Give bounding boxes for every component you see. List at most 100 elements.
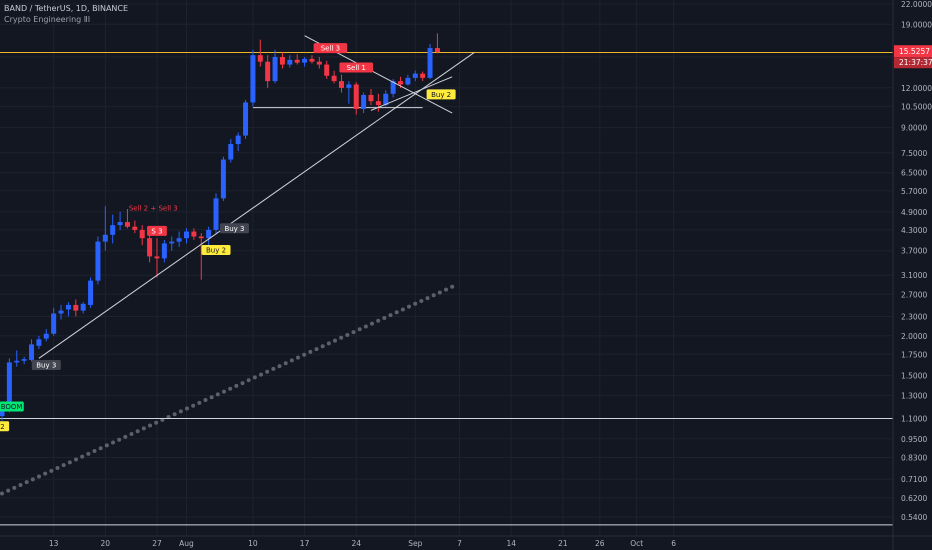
candle-body xyxy=(354,84,359,109)
indicator-dot xyxy=(80,455,84,459)
indicator-dot xyxy=(56,466,60,470)
candle-body xyxy=(29,344,34,360)
candle-body xyxy=(51,314,56,334)
candle-body xyxy=(361,95,366,109)
time-tick-label: Sep xyxy=(408,539,422,548)
indicator-dot xyxy=(117,438,121,442)
indicator-dot xyxy=(321,344,325,348)
signal-label: Sell 3 xyxy=(321,45,340,53)
candle-body xyxy=(214,198,219,230)
price-tick-label: 3.1000 xyxy=(901,271,927,280)
candle-body xyxy=(265,62,270,81)
candle-body xyxy=(147,238,152,256)
indicator-dot xyxy=(136,429,140,433)
indicator-dot xyxy=(148,424,152,428)
time-tick-label: 7 xyxy=(457,539,462,548)
indicator-dot xyxy=(376,319,380,323)
indicator-dot xyxy=(352,330,356,334)
indicator-dot xyxy=(247,378,251,382)
signal-label: Sell 2 + Sell 3 xyxy=(129,204,178,212)
candle-body xyxy=(177,238,182,241)
candle-body xyxy=(302,59,307,63)
signal-label: S 3 xyxy=(151,227,162,235)
candle-body xyxy=(295,60,300,63)
indicator-dot xyxy=(185,407,189,411)
signal-label: BOOM xyxy=(1,403,23,411)
indicator-dot xyxy=(265,370,269,374)
indicator-dot xyxy=(68,460,72,464)
indicator-dot xyxy=(142,426,146,430)
candle-body xyxy=(376,101,381,105)
price-tick-label: 12.0000 xyxy=(901,84,932,93)
candle-body xyxy=(88,281,93,305)
price-tick-label: 2.3000 xyxy=(901,312,927,321)
indicator-dot xyxy=(86,452,90,456)
indicator-dot xyxy=(450,285,454,289)
price-tick-label: 7.5000 xyxy=(901,149,927,158)
candle-body xyxy=(81,304,86,311)
candle-body xyxy=(184,232,189,239)
time-tick-label: 26 xyxy=(595,539,605,548)
time-tick-label: 10 xyxy=(248,539,258,548)
signal-label: Buy 2 xyxy=(431,91,451,99)
indicator-dot xyxy=(401,307,405,311)
price-tick-label: 1.3000 xyxy=(901,391,927,400)
indicator-dot xyxy=(105,443,109,447)
price-tick-label: 1.7500 xyxy=(901,350,927,359)
indicator-dot xyxy=(389,313,393,317)
candle-body xyxy=(169,242,174,244)
indicator-dot xyxy=(271,367,275,371)
indicator-dot xyxy=(93,449,97,453)
candle-body xyxy=(140,230,145,238)
time-tick-label: Aug xyxy=(179,539,194,548)
price-tick-label: 1.1000 xyxy=(901,415,927,424)
current-price-tag: 15.525721:37:37 xyxy=(894,45,932,68)
indicator-dot xyxy=(191,404,195,408)
candle-body xyxy=(428,48,433,78)
indicator-dot xyxy=(259,373,263,377)
indicator-dot xyxy=(222,390,226,394)
indicator-dot xyxy=(432,293,436,297)
price-tick-label: 0.8300 xyxy=(901,454,927,463)
indicator-dot xyxy=(234,384,238,388)
indicator-dot xyxy=(419,299,423,303)
indicator-dot xyxy=(6,489,10,493)
candle-body xyxy=(405,78,410,85)
price-tick-label: 0.7100 xyxy=(901,475,927,484)
signal-label: Buy 3 xyxy=(36,362,56,370)
signal-label: Buy 3 xyxy=(224,225,244,233)
indicator-dot xyxy=(173,412,177,416)
price-tick-label: 1.5000 xyxy=(901,372,927,381)
indicator-dot xyxy=(315,347,319,351)
candle-body xyxy=(132,227,137,230)
indicator-dot xyxy=(49,469,53,473)
indicator-dot xyxy=(382,316,386,320)
candle-body xyxy=(154,256,159,258)
price-tick-label: 0.9500 xyxy=(901,435,927,444)
indicator-dot xyxy=(74,458,78,462)
time-tick-label: 14 xyxy=(506,539,516,548)
candle-body xyxy=(125,222,130,227)
indicator-dot xyxy=(154,421,158,425)
candle-body xyxy=(95,242,100,281)
candle-body xyxy=(221,160,226,199)
candle-body xyxy=(250,55,255,102)
candle-body xyxy=(317,62,322,65)
indicator-dot xyxy=(179,409,183,413)
indicator-dot xyxy=(197,401,201,405)
current-price-label: 15.5257 xyxy=(899,47,930,56)
time-tick-label: 6 xyxy=(671,539,676,548)
indicator-dot xyxy=(345,333,349,337)
time-tick-label: 27 xyxy=(152,539,162,548)
candle-body xyxy=(7,362,12,406)
indicator-dot xyxy=(302,353,306,357)
indicator-dot xyxy=(0,491,4,495)
indicator-dot xyxy=(413,302,417,306)
candle-body xyxy=(413,74,418,78)
indicator-dot xyxy=(253,375,257,379)
indicator-dot xyxy=(31,477,35,481)
candle-body xyxy=(236,136,241,144)
indicator-dot xyxy=(444,288,448,292)
